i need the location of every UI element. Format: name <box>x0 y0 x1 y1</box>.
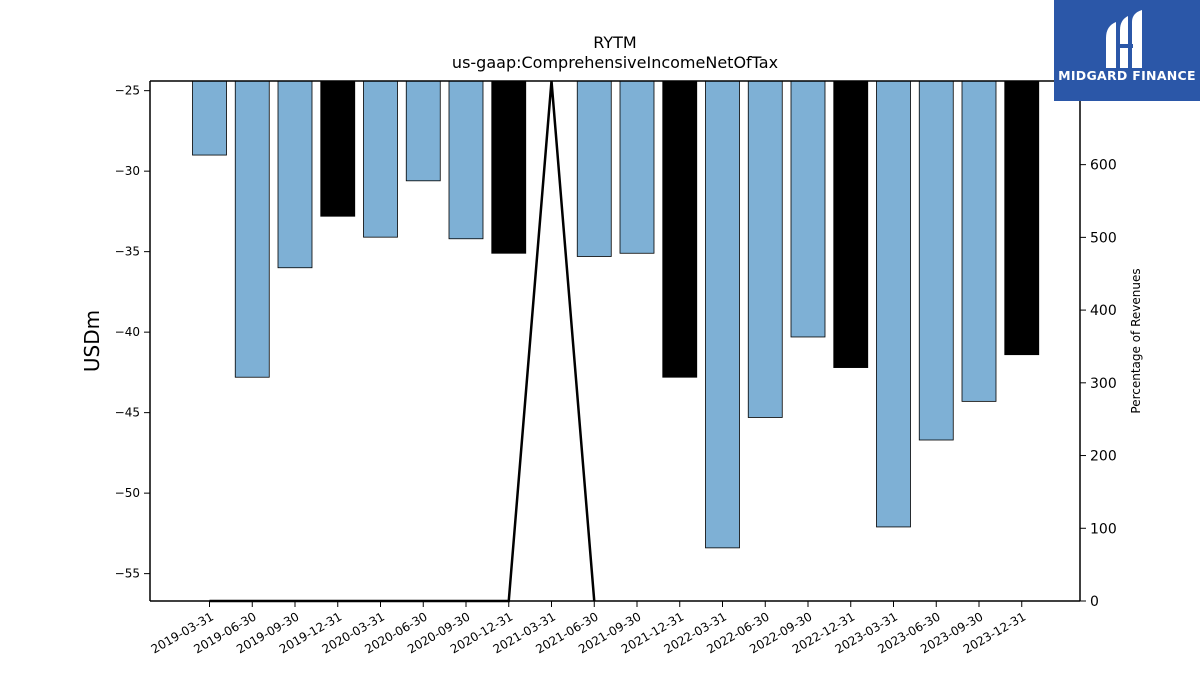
bar-2021-12-31 <box>662 80 698 378</box>
bar-2023-03-31 <box>876 80 911 528</box>
bar-2019-03-31 <box>192 80 227 156</box>
bar-2022-03-31 <box>705 80 740 549</box>
x-tick-labels-group: 2019-03-312019-06-302019-09-302019-12-31… <box>149 609 1029 656</box>
bar-2020-09-30 <box>448 80 484 240</box>
y-tick-label: −50 <box>115 486 140 500</box>
bar-2020-03-31 <box>363 80 398 238</box>
y2-tick-label: 100 <box>1090 521 1117 537</box>
y-tick-label: −55 <box>115 567 140 581</box>
y-tick-labels-group: −25 −30 −35 −40 −45 −50 −55 <box>115 84 140 581</box>
bar-2019-12-31 <box>320 80 356 217</box>
bars-group <box>192 80 1040 549</box>
y-tick-label: −25 <box>115 84 140 98</box>
brand-logo: MIDGARD FINANCE <box>1054 0 1200 101</box>
bar-2022-12-31 <box>833 80 869 368</box>
bar-2022-06-30 <box>747 80 783 418</box>
y-tick-label: −45 <box>115 406 140 420</box>
y2-tick-label: 500 <box>1090 230 1117 246</box>
axes-group <box>144 80 1086 607</box>
y2-tick-label: 0 <box>1090 594 1099 610</box>
bar-2023-12-31 <box>1004 80 1040 356</box>
y-tick-label: −40 <box>115 325 140 339</box>
bar-2019-09-30 <box>277 80 313 269</box>
brand-name: MIDGARD FINANCE <box>1058 68 1196 83</box>
bar-2019-06-30 <box>234 80 270 378</box>
y2-tick-label: 600 <box>1090 158 1117 174</box>
bar-2021-09-30 <box>619 80 655 254</box>
y-axis-label: USDm <box>80 310 104 372</box>
y-tick-label: −30 <box>115 164 140 178</box>
y2-tick-label: 300 <box>1090 376 1117 392</box>
bar-2023-06-30 <box>918 80 954 441</box>
y2-tick-label: 200 <box>1090 449 1117 465</box>
bar-2020-06-30 <box>405 80 441 182</box>
midgard-logo-icon <box>1106 10 1142 68</box>
bar-2021-06-30 <box>576 80 612 257</box>
bar-2020-12-31 <box>491 80 527 254</box>
chart-title: RYTM <box>593 33 637 52</box>
y2-tick-labels-group: 0 100 200 300 400 500 600 <box>1090 158 1117 610</box>
bar-2023-09-30 <box>961 80 997 402</box>
y-tick-label: −35 <box>115 245 140 259</box>
chart-subtitle: us-gaap:ComprehensiveIncomeNetOfTax <box>451 53 779 72</box>
y2-axis-label: Percentage of Revenues <box>1129 268 1143 413</box>
y2-tick-label: 400 <box>1090 303 1117 319</box>
bar-2022-09-30 <box>790 80 826 338</box>
